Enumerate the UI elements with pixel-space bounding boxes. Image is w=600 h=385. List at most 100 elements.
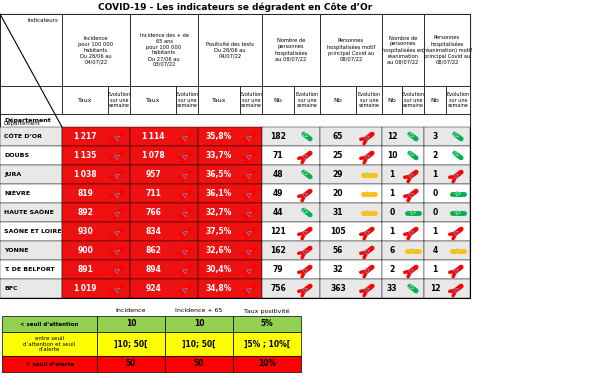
Bar — [320, 165, 382, 184]
Bar — [424, 241, 470, 260]
Bar — [176, 86, 198, 114]
Text: 33,7%: 33,7% — [206, 151, 232, 160]
Bar — [0, 222, 62, 241]
Text: 1 078: 1 078 — [142, 151, 164, 160]
Text: Evolution
sur une
semaine: Evolution sur une semaine — [446, 92, 470, 108]
Bar — [382, 222, 424, 241]
Text: Nombre de
personnes
hospitalisées
au 08/07/22: Nombre de personnes hospitalisées au 08/… — [274, 38, 308, 62]
Text: 892: 892 — [77, 208, 93, 217]
Text: 30,4%: 30,4% — [206, 265, 232, 274]
Bar — [130, 184, 198, 203]
Bar — [198, 127, 262, 146]
Text: HAUTE SAÔNE: HAUTE SAÔNE — [4, 210, 54, 215]
Text: 10: 10 — [126, 320, 136, 328]
Bar — [382, 14, 424, 86]
Text: Evolution
sur une
semaine: Evolution sur une semaine — [239, 92, 263, 108]
Bar — [0, 114, 470, 127]
Bar — [97, 356, 165, 372]
Bar — [0, 260, 62, 279]
Text: BFC: BFC — [4, 286, 17, 291]
Text: 121: 121 — [270, 227, 286, 236]
Text: 3: 3 — [433, 132, 437, 141]
Text: Nb: Nb — [388, 97, 397, 102]
Bar — [320, 241, 382, 260]
Bar — [262, 127, 320, 146]
Text: 6: 6 — [389, 246, 395, 255]
Bar — [424, 184, 470, 203]
Bar — [108, 86, 130, 114]
Text: 71: 71 — [272, 151, 283, 160]
Bar — [382, 184, 424, 203]
Bar — [0, 203, 62, 222]
Text: 2: 2 — [389, 265, 395, 274]
Bar — [424, 203, 470, 222]
Text: 1: 1 — [433, 170, 437, 179]
Text: 36,5%: 36,5% — [206, 170, 232, 179]
Text: 20: 20 — [333, 189, 343, 198]
Text: NIÈVRE: NIÈVRE — [4, 191, 30, 196]
Text: DOUBS: DOUBS — [4, 153, 29, 158]
Text: 2: 2 — [433, 151, 437, 160]
Bar — [356, 86, 382, 114]
Text: Taux: Taux — [78, 97, 92, 102]
Text: 44: 44 — [273, 208, 283, 217]
Text: 1 217: 1 217 — [74, 132, 97, 141]
Bar — [320, 86, 356, 114]
Bar — [62, 127, 130, 146]
Text: 34,8%: 34,8% — [206, 284, 232, 293]
Text: T. DE BELFORT: T. DE BELFORT — [4, 267, 55, 272]
Bar — [165, 356, 233, 372]
Text: 10%: 10% — [258, 360, 276, 368]
Bar — [424, 222, 470, 241]
Text: Incidence + 65: Incidence + 65 — [175, 308, 223, 313]
Text: 756: 756 — [270, 284, 286, 293]
Text: 10: 10 — [387, 151, 397, 160]
Bar — [233, 332, 301, 356]
Text: 930: 930 — [77, 227, 93, 236]
Bar — [382, 203, 424, 222]
Text: 1 135: 1 135 — [74, 151, 96, 160]
Text: 65: 65 — [333, 132, 343, 141]
Text: 29: 29 — [333, 170, 343, 179]
Bar — [198, 146, 262, 165]
Bar — [382, 127, 424, 146]
Text: Evolution
sur une
semaine: Evolution sur une semaine — [176, 92, 199, 108]
Text: Nb: Nb — [431, 97, 439, 102]
Bar — [0, 86, 62, 114]
Bar — [198, 279, 262, 298]
Bar — [130, 146, 198, 165]
Text: CÔTE D’OR: CÔTE D’OR — [4, 134, 42, 139]
Bar — [0, 241, 62, 260]
Bar — [62, 260, 130, 279]
Bar — [130, 165, 198, 184]
Text: Evolution
sur une
semaine: Evolution sur une semaine — [296, 92, 319, 108]
Text: 1 019: 1 019 — [74, 284, 96, 293]
Text: 1: 1 — [433, 227, 437, 236]
Text: 31: 31 — [333, 208, 343, 217]
Bar — [0, 165, 62, 184]
Bar — [198, 260, 262, 279]
Bar — [382, 165, 424, 184]
Text: 12: 12 — [430, 284, 440, 293]
Text: 1: 1 — [389, 170, 395, 179]
Bar — [382, 279, 424, 298]
Text: 36,1%: 36,1% — [206, 189, 232, 198]
Bar — [233, 356, 301, 372]
Text: 766: 766 — [145, 208, 161, 217]
Bar — [0, 14, 62, 86]
Text: 32,7%: 32,7% — [206, 208, 232, 217]
Text: Département: Département — [4, 120, 41, 126]
Bar — [198, 165, 262, 184]
Bar — [130, 203, 198, 222]
Text: 10: 10 — [194, 320, 204, 328]
Text: Personnes
hospitalisées
(réanimation) motif
principal Covid au
08/07/22: Personnes hospitalisées (réanimation) mo… — [422, 35, 472, 65]
Bar — [198, 203, 262, 222]
Bar — [198, 14, 262, 86]
Text: 182: 182 — [270, 132, 286, 141]
Text: Taux: Taux — [146, 97, 160, 102]
Bar — [198, 222, 262, 241]
Bar — [0, 127, 62, 146]
Text: Incidence des + de
65 ans
pour 100 000
habitants
Du 27/06 au
03/07/22: Incidence des + de 65 ans pour 100 000 h… — [139, 33, 188, 67]
Bar — [62, 241, 130, 260]
Text: Nombre de
personnes
hospitalisées en
réanimation
au 08/07/22: Nombre de personnes hospitalisées en réa… — [382, 35, 424, 64]
